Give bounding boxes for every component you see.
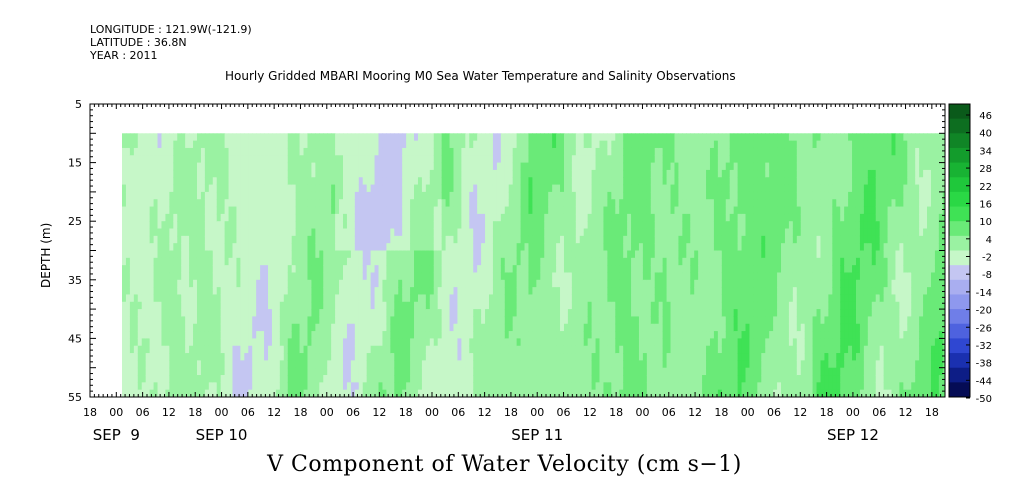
x-hour-tick-label: 18 [83,406,97,419]
colorbar-tick-label: 16 [979,199,992,210]
x-hour-tick-label: 12 [267,406,281,419]
colorbar-tick-label: -2 [982,253,992,264]
colorbar-tick-label: -26 [976,323,992,334]
x-hour-tick-label: 18 [188,406,202,419]
x-hour-tick-label: 18 [504,406,518,419]
y-tick-label: 35 [68,274,82,287]
x-hour-tick-label: 00 [109,406,123,419]
colorbar-swatch [949,191,970,208]
colorbar-tick-label: -44 [976,376,992,387]
colorbar-swatch [949,133,970,149]
x-hour-tick-label: 00 [530,406,544,419]
x-hour-tick-label: 12 [583,406,597,419]
x-hour-tick-label: 06 [136,406,150,419]
x-hour-tick-label: 12 [162,406,176,419]
colorbar-tick-label: -14 [976,288,992,299]
colorbar-swatch [949,309,970,325]
y-tick-label: 5 [75,98,82,111]
x-hour-tick-label: 00 [215,406,229,419]
x-hour-tick-label: 06 [557,406,571,419]
colorbar-tick-label: 4 [986,235,992,246]
x-hour-tick-label: 00 [425,406,439,419]
colorbar-tick-label: -38 [976,359,992,370]
y-tick-label: 25 [68,215,82,228]
y-tick-label: 55 [68,391,82,404]
colorbar-swatch [949,177,970,193]
x-hour-tick-label: 00 [741,406,755,419]
colorbar-swatch [949,147,970,164]
y-axis-label: DEPTH (m) [39,223,53,288]
y-tick-label: 15 [68,157,82,170]
x-hour-tick-label: 00 [846,406,860,419]
velocity-field [122,133,945,397]
x-hour-tick-label: 06 [451,406,465,419]
colorbar-swatch [949,265,970,281]
colorbar-tick-label: -8 [982,270,992,281]
colorbar-swatch [949,367,970,383]
latitude-label: LATITUDE : 36.8N [90,36,187,49]
year-label: YEAR : 2011 [90,49,158,62]
x-hour-tick-label: 12 [688,406,702,419]
x-date-label: SEP 12 [827,426,879,444]
chart-title: Hourly Gridded MBARI Mooring M0 Sea Wate… [225,69,736,83]
colorbar-tick-label: -50 [976,394,992,405]
colorbar-tick-label: 34 [979,146,992,157]
colorbar-tick-label: 22 [979,182,992,193]
x-hour-tick-label: 12 [899,406,913,419]
longitude-label: LONGITUDE : 121.9W(-121.9) [90,23,252,36]
colorbar-swatch [949,221,970,237]
colorbar-tick-label: -32 [976,341,992,352]
x-date-label: SEP 9 [93,426,140,444]
colorbar-tick-label: 28 [979,164,992,175]
colorbar-tick-label: -20 [976,306,992,317]
x-hour-tick-label: 12 [478,406,492,419]
x-hour-tick-label: 18 [925,406,939,419]
colorbar-swatch [949,118,970,134]
colorbar-swatch [949,382,970,398]
x-hour-tick-label: 18 [399,406,413,419]
x-hour-tick-label: 06 [872,406,886,419]
x-hour-tick-label: 18 [714,406,728,419]
colorbar-swatch [949,294,970,310]
colorbar-swatch [949,353,970,369]
variable-title: V Component of Water Velocity (cm s−1) [267,452,742,477]
colorbar-swatch [949,323,970,339]
x-hour-tick-label: 12 [372,406,386,419]
x-hour-tick-label: 18 [293,406,307,419]
x-date-label: SEP 11 [511,426,563,444]
colorbar-swatch [949,250,970,266]
x-hour-tick-label: 06 [767,406,781,419]
x-hour-tick-label: 18 [820,406,834,419]
x-hour-tick-label: 00 [320,406,334,419]
x-date-label: SEP 10 [196,426,248,444]
colorbar-swatch [949,338,970,354]
axis-ticks: 18 00 06 12 18 00 06 12 18 00 06 12 18 00 06 12 18 00 06 12… [68,98,946,444]
y-tick-label: 45 [68,332,82,345]
colorbar-swatch [949,206,970,222]
x-hour-tick-label: 18 [609,406,623,419]
colorbar-tick-label: 46 [979,111,992,122]
x-hour-tick-label: 06 [346,406,360,419]
colorbar-swatch [949,279,970,295]
colorbar-tick-label: 10 [979,217,992,228]
x-hour-tick-label: 00 [635,406,649,419]
x-hour-tick-label: 06 [662,406,676,419]
x-hour-tick-label: 06 [241,406,255,419]
colorbar-swatch [949,235,970,251]
x-hour-tick-label: 12 [793,406,807,419]
colorbar-swatch [949,162,970,178]
colorbar-swatch [949,104,970,120]
colorbar: 46 40 34 28 22 16 10 4 -2 -8 -14 -20 -26 -32 -38 -44 -50 [948,103,992,405]
colorbar-tick-label: 40 [979,129,992,140]
